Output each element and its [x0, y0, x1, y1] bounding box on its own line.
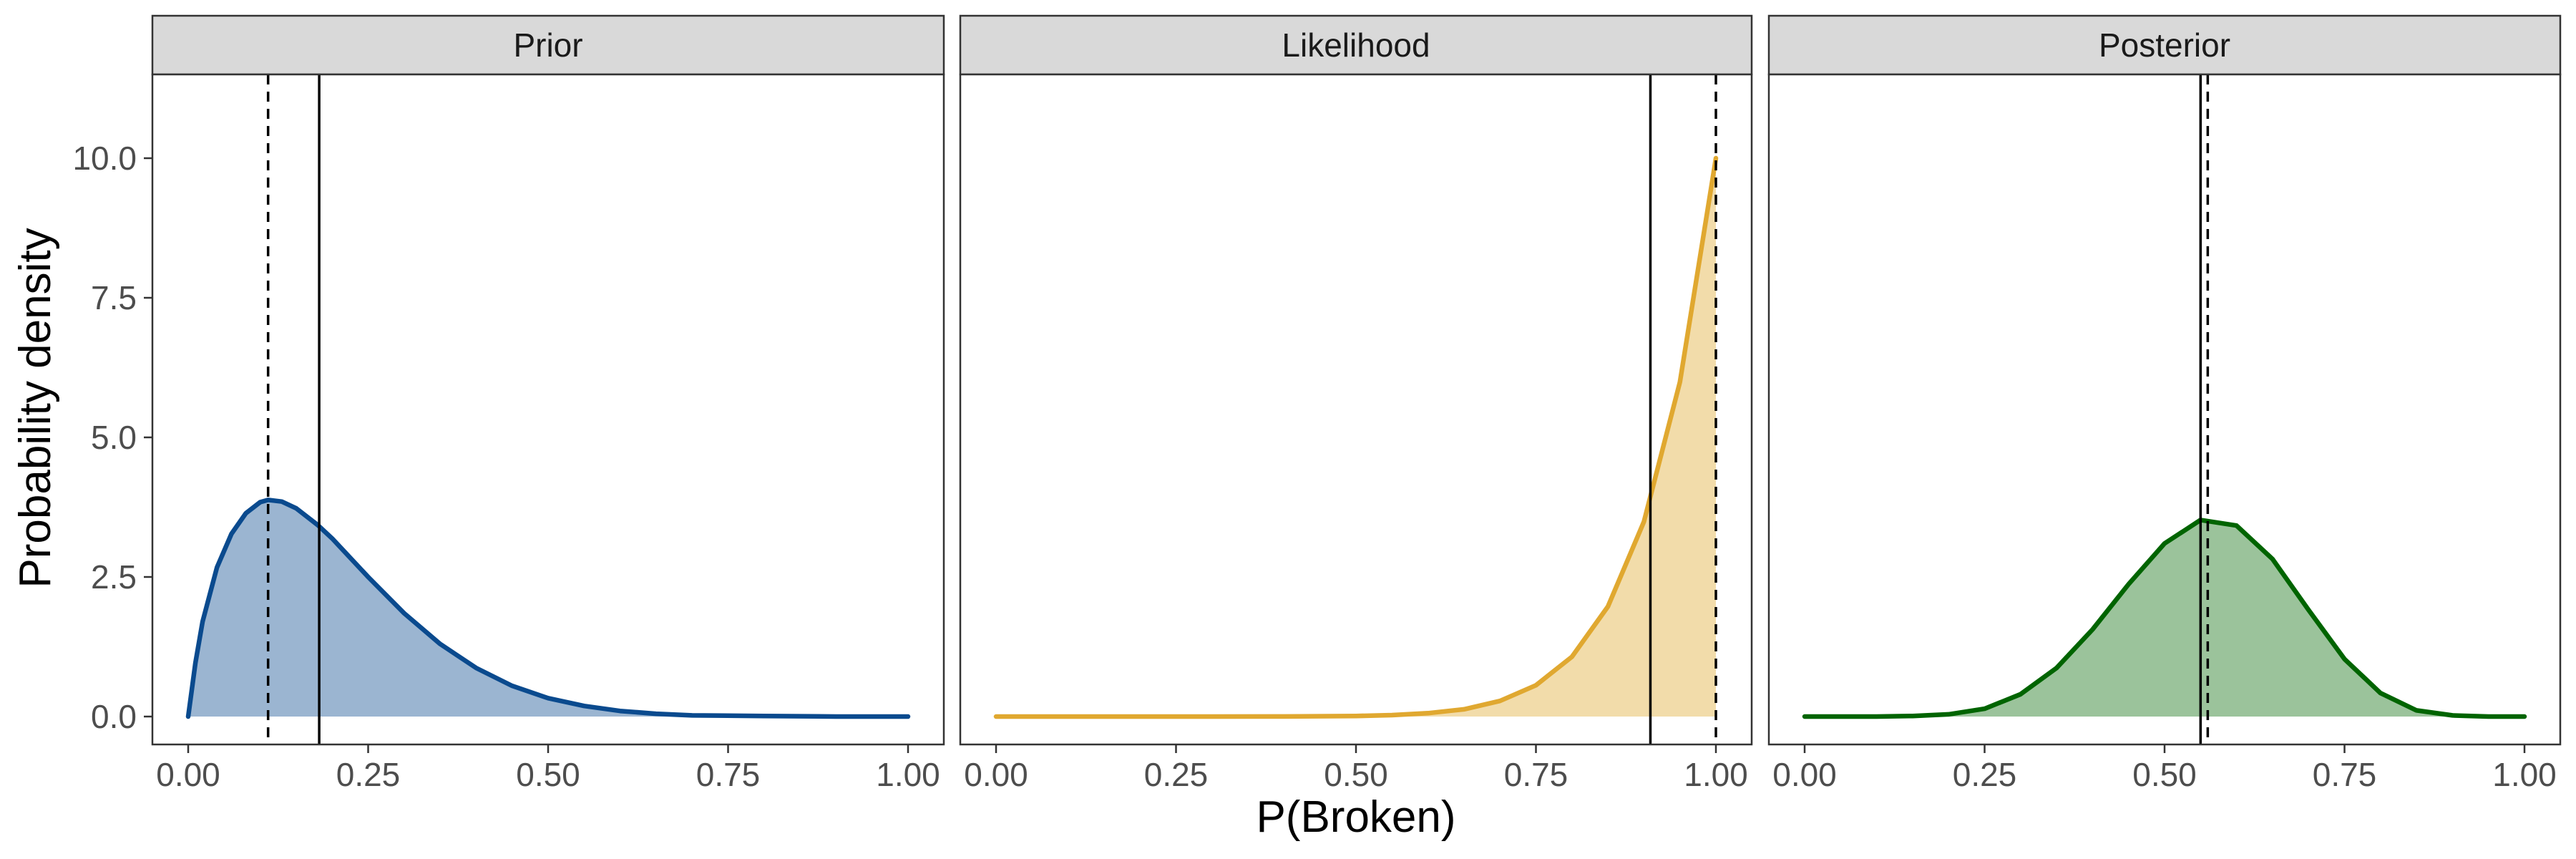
- density-area: [1805, 520, 2524, 717]
- density-area: [188, 500, 908, 717]
- x-tick-label: 0.75: [2313, 756, 2377, 793]
- y-tick-label: 0.0: [91, 698, 137, 735]
- x-tick-label: 0.50: [516, 756, 580, 793]
- density-line: [1802, 518, 2527, 719]
- y-tick-label: 5.0: [91, 419, 137, 456]
- x-axis-title: P(Broken): [1256, 792, 1455, 842]
- panel-strip: [959, 14, 1753, 76]
- x-tick-label: 0.00: [156, 756, 220, 793]
- x-tick-label: 1.00: [2492, 756, 2557, 793]
- x-tick-label: 0.00: [1772, 756, 1837, 793]
- panel-title: Posterior: [2099, 26, 2230, 64]
- panel-posterior: Posterior 0.00 0.25 0.50 0.75 1.00: [1767, 14, 2562, 793]
- x-tick-label: 0.75: [696, 756, 761, 793]
- x-tick-label: 0.50: [1324, 756, 1388, 793]
- x-tick-label: 0.50: [2132, 756, 2197, 793]
- x-tick-label: 1.00: [1684, 756, 1748, 793]
- density-line: [993, 155, 1719, 719]
- y-tick-label: 7.5: [91, 279, 137, 316]
- x-tick-label: 1.00: [876, 756, 940, 793]
- x-tick-label: 0.25: [336, 756, 401, 793]
- panel-likelihood: Likelihood 0.00 0.25 0.50 0.75 1.00: [959, 14, 1753, 793]
- y-tick-label: 2.5: [91, 558, 137, 596]
- panel-title: Likelihood: [1282, 26, 1430, 64]
- y-tick-label: 10.0: [72, 140, 137, 177]
- panel-strip: [1767, 14, 2562, 76]
- x-tick-label: 0.25: [1953, 756, 2017, 793]
- x-tick-label: 0.00: [964, 756, 1028, 793]
- panel-title: Prior: [513, 26, 582, 64]
- panel-prior: Prior 0.00 0.25 0.50 0.75 1.00: [151, 14, 945, 793]
- density-line: [185, 498, 911, 719]
- y-axis: 0.0 2.5 5.0 7.5 10.0: [72, 140, 152, 735]
- panel-strip: [151, 14, 945, 76]
- density-area: [996, 158, 1716, 717]
- y-axis-title: Probability density: [11, 228, 60, 588]
- x-tick-label: 0.75: [1504, 756, 1568, 793]
- x-tick-label: 0.25: [1144, 756, 1209, 793]
